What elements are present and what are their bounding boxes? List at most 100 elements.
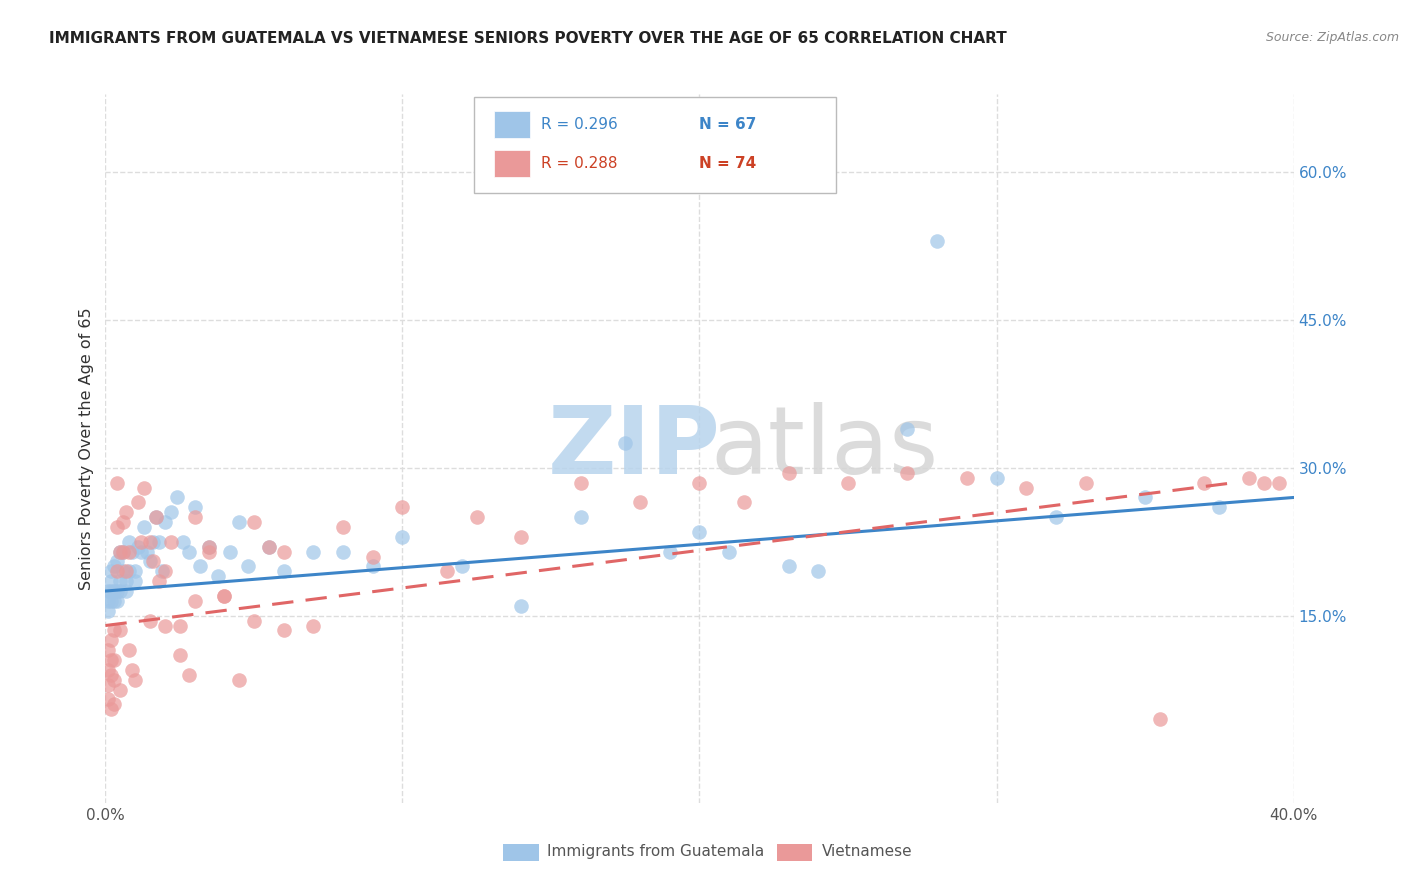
Point (100, 702, 122, 716)
Point (228, 515, 250, 529)
Point (142, 534, 165, 549)
Point (115, 565, 138, 579)
Y-axis label: Seniors Poverty Over the Age of 65: Seniors Poverty Over the Age of 65 (79, 307, 94, 590)
Point (257, 540, 280, 554)
Point (129, 544, 152, 558)
Point (139, 554, 162, 568)
Point (1194, 475, 1216, 490)
Text: N = 74: N = 74 (700, 156, 756, 170)
Point (302, 544, 325, 558)
Point (896, 421, 918, 435)
Point (110, 544, 132, 558)
Point (198, 540, 221, 554)
Point (1253, 475, 1275, 490)
Point (139, 614, 162, 628)
Text: Immigrants from Guatemala: Immigrants from Guatemala (547, 844, 765, 858)
Point (391, 500, 413, 515)
FancyBboxPatch shape (494, 112, 530, 138)
Point (150, 565, 173, 579)
Point (166, 491, 188, 505)
Point (273, 544, 295, 558)
Point (219, 544, 242, 558)
Point (198, 540, 221, 554)
Point (236, 559, 259, 574)
Point (118, 643, 141, 657)
Point (112, 515, 135, 529)
Point (148, 534, 170, 549)
Point (100, 667, 122, 681)
Point (148, 574, 170, 589)
Point (183, 594, 205, 608)
Point (569, 475, 592, 490)
Point (436, 565, 458, 579)
Point (510, 599, 533, 613)
Point (450, 559, 472, 574)
Text: R = 0.296: R = 0.296 (541, 118, 619, 132)
Point (100, 594, 122, 608)
Text: atlas: atlas (710, 402, 938, 494)
Point (97, 604, 120, 618)
Point (100, 653, 122, 667)
Point (214, 589, 236, 603)
Point (172, 534, 194, 549)
Point (121, 544, 143, 558)
Point (112, 544, 135, 558)
Point (153, 618, 176, 632)
Text: Source: ZipAtlas.com: Source: ZipAtlas.com (1265, 31, 1399, 45)
Point (100, 565, 122, 579)
Point (103, 624, 125, 638)
Point (118, 544, 141, 558)
Point (115, 574, 138, 589)
Point (97, 643, 120, 657)
Point (628, 495, 651, 509)
Point (105, 520, 128, 534)
Point (103, 673, 125, 687)
Point (1267, 475, 1289, 490)
Point (569, 510, 592, 524)
FancyBboxPatch shape (474, 97, 837, 193)
FancyBboxPatch shape (503, 844, 538, 861)
Point (1015, 481, 1038, 495)
Point (190, 559, 212, 574)
Point (169, 648, 191, 662)
Point (105, 594, 128, 608)
Point (465, 510, 488, 524)
Point (207, 569, 229, 583)
Point (110, 544, 132, 558)
Point (110, 682, 132, 697)
Point (129, 534, 152, 549)
Point (927, 235, 949, 249)
Point (510, 530, 533, 544)
Point (159, 505, 181, 519)
Point (257, 540, 280, 554)
Point (97, 692, 120, 706)
Point (103, 594, 125, 608)
Point (127, 495, 149, 509)
Text: IMMIGRANTS FROM GUATEMALA VS VIETNAMESE SENIORS POVERTY OVER THE AGE OF 65 CORRE: IMMIGRANTS FROM GUATEMALA VS VIETNAMESE … (49, 31, 1007, 46)
Point (100, 574, 122, 589)
Point (142, 554, 165, 568)
Point (169, 618, 191, 632)
Point (361, 549, 384, 564)
Point (177, 667, 200, 681)
Text: N = 67: N = 67 (700, 118, 756, 132)
Point (97, 663, 120, 677)
Point (896, 466, 918, 480)
Point (97, 594, 120, 608)
Point (115, 584, 138, 599)
Point (214, 589, 236, 603)
Point (121, 663, 143, 677)
Point (1149, 712, 1171, 726)
Point (118, 534, 141, 549)
Point (198, 544, 221, 558)
Point (1237, 471, 1260, 485)
Point (361, 559, 384, 574)
Point (112, 565, 135, 579)
Point (132, 481, 155, 495)
Point (837, 475, 859, 490)
Point (807, 565, 830, 579)
Point (273, 624, 295, 638)
Point (127, 540, 149, 554)
Point (1074, 475, 1097, 490)
Point (105, 584, 128, 599)
